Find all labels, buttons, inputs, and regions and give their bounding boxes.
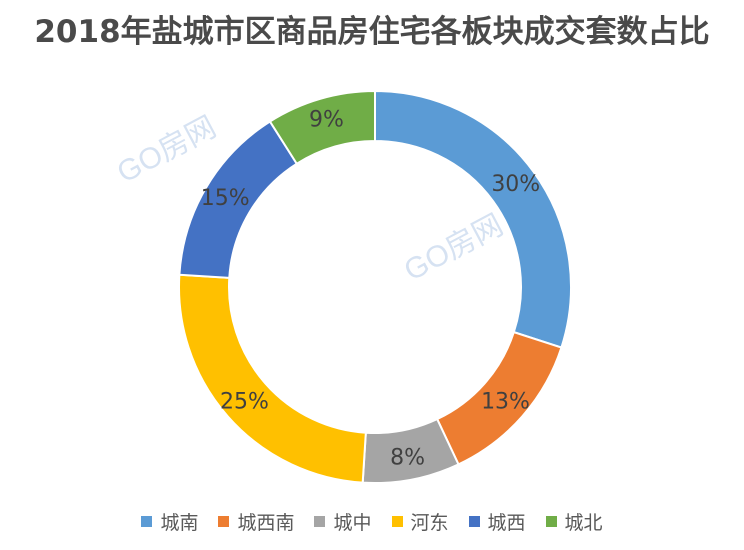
slice-河东 bbox=[178, 273, 367, 484]
legend: 城南 城西南 城中 河东 城西 城北 bbox=[0, 508, 744, 535]
legend-swatch bbox=[314, 516, 326, 527]
legend-swatch bbox=[545, 516, 557, 527]
slice-城北 bbox=[268, 89, 376, 166]
legend-label: 城西 bbox=[487, 512, 526, 534]
data-label-城西南: 13% bbox=[481, 390, 530, 415]
data-label-城南: 30% bbox=[491, 172, 540, 197]
legend-label: 城北 bbox=[564, 512, 603, 534]
data-label-河东: 25% bbox=[220, 390, 269, 415]
legend-item-城北: 城北 bbox=[545, 508, 603, 535]
slices-group bbox=[178, 89, 572, 484]
data-label-城中: 8% bbox=[390, 445, 425, 470]
chart-title: 2018年盐城市区商品房住宅各板块成交套数占比 bbox=[34, 14, 710, 50]
legend-swatch bbox=[468, 516, 480, 527]
legend-item-城西南: 城西南 bbox=[218, 508, 294, 535]
legend-item-城南: 城南 bbox=[141, 508, 198, 535]
legend-item-城中: 城中 bbox=[314, 508, 372, 535]
legend-label: 河东 bbox=[410, 512, 449, 534]
legend-item-城西: 城西 bbox=[468, 508, 526, 535]
legend-label: 城西南 bbox=[237, 512, 295, 534]
legend-label: 城中 bbox=[333, 512, 372, 534]
legend-label: 城南 bbox=[160, 512, 199, 534]
legend-swatch bbox=[218, 516, 230, 527]
slice-城南 bbox=[374, 89, 572, 349]
legend-swatch bbox=[141, 516, 153, 527]
data-label-城西: 15% bbox=[201, 186, 250, 211]
labels-group: 30% 13% 8% 25% 15% 9% bbox=[201, 107, 540, 470]
legend-item-河东: 河东 bbox=[391, 508, 449, 535]
legend-swatch bbox=[391, 516, 403, 527]
donut-chart: 30% 13% 8% 25% 15% 9% bbox=[178, 89, 572, 484]
data-label-城北: 9% bbox=[309, 107, 344, 132]
